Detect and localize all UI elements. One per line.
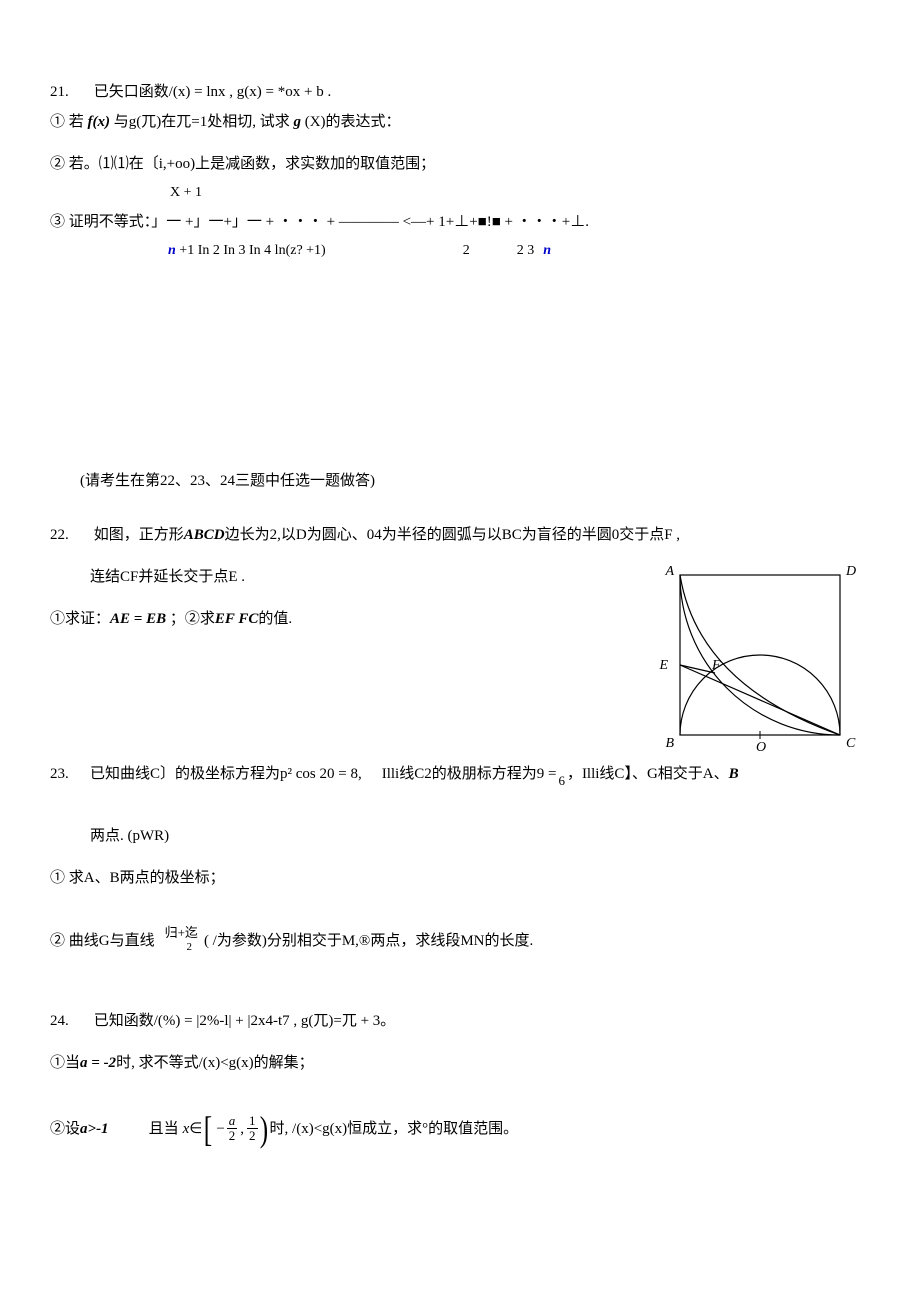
- q21-number: 21.: [50, 80, 90, 104]
- svg-text:D: D: [845, 565, 856, 579]
- q23-part1: ① 求A、B两点的极坐标；: [50, 866, 870, 890]
- q23-frac: 归+迄 2: [165, 926, 198, 952]
- q22-body-row: 连结CF并延长交于点E . ①求证：AE = EB ；②求EF FC的值. A …: [50, 565, 870, 760]
- svg-text:E: E: [658, 658, 668, 673]
- interval-expr: [ − a 2 , 1 2 ): [202, 1111, 269, 1147]
- q24-part1: ①当a = -2时, 求不等式/(x)<g(x)的解集；: [50, 1051, 870, 1075]
- q24-number: 24.: [50, 1009, 90, 1033]
- q23-number: 23.: [50, 762, 90, 786]
- q22-figure: A D B C E F O: [650, 565, 870, 760]
- q21-part2: ② 若。⑴⑴在〔i,+oo)上是减函数，求实数加的取值范围；: [50, 152, 870, 176]
- q24-part2: ②设a>-1 且当 x ∈ [ − a 2 , 1 2 ) 时, /(x)<g(…: [50, 1111, 870, 1147]
- q21-stem: 21. 已矢口函数/(x) = lnx , g(x) = *ox + b .: [50, 80, 870, 104]
- svg-text:B: B: [665, 736, 674, 751]
- q21-part3-sub: n +1 In 2 In 3 In 4 ln(z? +1) 2 2 3 n: [50, 240, 870, 262]
- q22-stem: 22. 如图，正方形ABCD边长为2,以D为圆心、04为半径的圆弧与以BC为盲径…: [50, 523, 870, 547]
- q23-stem: 23. 已知曲线C〕的极坐标方程为p² cos 20 = 8, Illi线C2的…: [50, 760, 870, 789]
- q22-line2: 连结CF并延长交于点E .: [50, 565, 640, 589]
- q22-parts: ①求证：AE = EB ；②求EF FC的值.: [50, 607, 640, 631]
- svg-text:O: O: [756, 740, 766, 755]
- frac-pi6: 6: [556, 760, 567, 789]
- q21-part3: ③ 证明不等式：」一 +」一+」一 + ・・・ + ———— <—+ 1+⊥+■…: [50, 210, 870, 234]
- choose-note: (请考生在第22、23、24三题中任选一题做答): [50, 469, 870, 493]
- svg-text:A: A: [664, 565, 674, 579]
- q23-part2: ② 曲线G与直线 归+迄 2 ( /为参数)分别相交于M,®两点，求线段MN的长…: [50, 926, 870, 952]
- q21-part1: ① 若 f(x) 与g(兀)在兀=1处相切, 试求 g (X)的表达式：: [50, 110, 870, 134]
- q22-number: 22.: [50, 523, 90, 547]
- q21-part2-sub: X + 1: [50, 182, 870, 204]
- geometry-diagram: A D B C E F O: [650, 565, 870, 760]
- svg-text:F: F: [711, 658, 721, 673]
- q24-stem: 24. 已知函数/(%) = |2%-l| + |2x4-t7 , g(兀)=兀…: [50, 1009, 870, 1033]
- svg-text:C: C: [846, 736, 856, 751]
- q21-stem-text: 已矢口函数/(x) = lnx , g(x) = *ox + b .: [94, 84, 331, 100]
- q23-line2: 两点. (pWR): [50, 824, 870, 848]
